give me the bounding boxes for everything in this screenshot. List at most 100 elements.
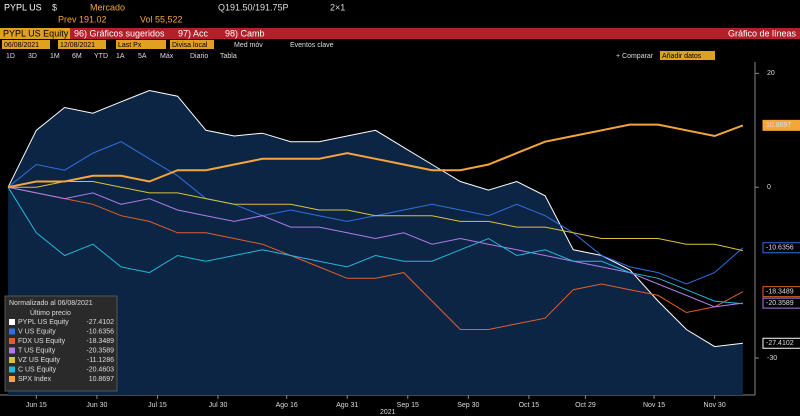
period[interactable]: YTD xyxy=(94,53,108,60)
menu-item[interactable]: 97) Acc xyxy=(178,28,209,38)
legend-swatch xyxy=(9,366,15,373)
end-tag: -10.6356 xyxy=(762,242,800,254)
legend-swatch xyxy=(9,376,15,382)
end-tag: -20.3589 xyxy=(762,297,800,309)
legend-swatch xyxy=(9,357,15,363)
x-tick-label: Sep 15 xyxy=(397,402,419,409)
legend-value: -20.3589 xyxy=(86,347,114,354)
legend-value: -20.4603 xyxy=(86,366,114,373)
series-line xyxy=(8,186,743,308)
legend-swatch xyxy=(9,319,15,325)
period[interactable]: 5A xyxy=(138,53,147,60)
legend-label: VZ US Equity xyxy=(18,357,61,364)
period[interactable]: Tabla xyxy=(220,53,237,60)
period[interactable]: 1D xyxy=(6,53,15,60)
input[interactable] xyxy=(170,40,214,49)
x-tick-label: Jul 30 xyxy=(209,402,228,409)
security[interactable]: PYPL US Equity xyxy=(3,28,69,38)
legend-swatch xyxy=(9,328,15,335)
menu-item[interactable]: 98) Camb xyxy=(225,28,265,38)
area xyxy=(8,90,743,395)
plot: 20 0 -30 Jun 15 Jun 30 Jul 15 Jul 30 Ago 16 Ago … xyxy=(0,62,777,409)
x-tick-label: Jul 15 xyxy=(148,402,167,409)
header: PYPL US $ Mercado Q191.50/191.75P 2×1 Pr… xyxy=(0,2,800,72)
x-tick-label: Nov 30 xyxy=(704,402,726,409)
quote: Q191.50/191.75P xyxy=(218,2,289,12)
legend-value: 10.8697 xyxy=(89,376,114,383)
x-tick-label: Jun 15 xyxy=(26,402,47,409)
x-tick-label: Oct 15 xyxy=(519,402,540,409)
end-tag: -18.3489 xyxy=(762,286,800,298)
y-tick-label: 20 xyxy=(767,70,775,77)
x-tick-label: Jun 30 xyxy=(86,402,107,409)
end-tag-box xyxy=(762,337,800,349)
period[interactable]: 1A xyxy=(116,53,125,60)
option[interactable]: Med móv xyxy=(234,42,263,49)
legend-label: V US Equity xyxy=(18,328,56,335)
legend-value: -27.4102 xyxy=(86,319,114,326)
legend-label: PYPL US Equity xyxy=(18,319,69,326)
series-line xyxy=(7,186,743,305)
input[interactable] xyxy=(116,40,166,49)
end-tag-box xyxy=(762,297,800,309)
x-year: 2021 xyxy=(380,409,396,416)
legend-label: C US Equity xyxy=(18,366,57,373)
x-tick-label: Sep 30 xyxy=(457,402,479,409)
end-tag-label: 10.8697 xyxy=(766,122,791,129)
x-tick-label: Nov 15 xyxy=(643,402,665,409)
end-tag-label: -18.3489 xyxy=(766,289,794,296)
input[interactable] xyxy=(2,40,50,49)
periods: 1D 3D 1M 6M YTD 1A 5A Máx Diario Tabla xyxy=(6,53,237,60)
option[interactable]: Eventos clave xyxy=(290,42,334,49)
currency: $ xyxy=(52,2,57,12)
menu-item[interactable]: 96) Gráficos sugeridos xyxy=(74,28,165,38)
compare[interactable]: + Comparar xyxy=(616,53,654,60)
end-tag-box xyxy=(762,119,800,131)
period[interactable]: 6M xyxy=(72,53,82,60)
end-date[interactable]: 12/08/2021 xyxy=(60,42,95,49)
y-tick-label: 0 xyxy=(767,184,771,191)
legend-title: Normalizado al 06/08/2021 xyxy=(9,300,93,307)
legend-swatch xyxy=(9,347,15,354)
end-tag: 10.8697 xyxy=(762,119,800,131)
end-tag-box xyxy=(762,242,800,254)
end-tag-label: -10.6356 xyxy=(766,245,794,252)
end-tag-label: -27.4102 xyxy=(766,340,794,347)
series-line xyxy=(8,186,744,330)
legend-box xyxy=(4,295,118,392)
series-line xyxy=(7,89,743,348)
add-data[interactable]: Añadir datos xyxy=(662,53,702,60)
ticker: PYPL US xyxy=(4,2,42,12)
currency-mode[interactable]: Divisa local xyxy=(172,42,208,49)
period[interactable]: 3D xyxy=(28,53,37,60)
legend-value: -18.3489 xyxy=(86,338,114,345)
menu-bar xyxy=(0,28,800,39)
end-tag: -27.4102 xyxy=(762,337,800,349)
layout: 2×1 xyxy=(330,2,345,12)
security-box[interactable] xyxy=(0,28,70,39)
period[interactable]: 1M xyxy=(50,53,60,60)
vol: Vol 55,522 xyxy=(140,14,183,24)
field[interactable]: Last Px xyxy=(118,42,142,49)
legend-value: -10.6356 xyxy=(86,328,114,335)
legend-label: FDX US Equity xyxy=(18,338,66,345)
legend-subtitle: Último precio xyxy=(30,308,71,317)
x-tick-label: Ago 16 xyxy=(276,402,298,409)
input[interactable] xyxy=(58,40,106,49)
period[interactable]: Máx xyxy=(160,53,174,60)
x-tick-label: Oct 29 xyxy=(575,402,596,409)
input[interactable] xyxy=(660,51,715,60)
y-tick-label: -30 xyxy=(767,355,777,362)
legend-label: SPX Index xyxy=(18,376,52,383)
end-tag-box xyxy=(762,286,800,298)
x-tick-label: Ago 31 xyxy=(336,402,358,409)
period[interactable]: Diario xyxy=(190,53,208,60)
start-date[interactable]: 06/08/2021 xyxy=(4,42,39,49)
chart-kind: Gráfico de líneas xyxy=(728,28,797,38)
prev: Prev 191.02 xyxy=(58,14,107,24)
legend-swatch xyxy=(9,338,15,344)
legend-label: T US Equity xyxy=(18,347,56,354)
legend-value: -11.1286 xyxy=(87,357,114,364)
